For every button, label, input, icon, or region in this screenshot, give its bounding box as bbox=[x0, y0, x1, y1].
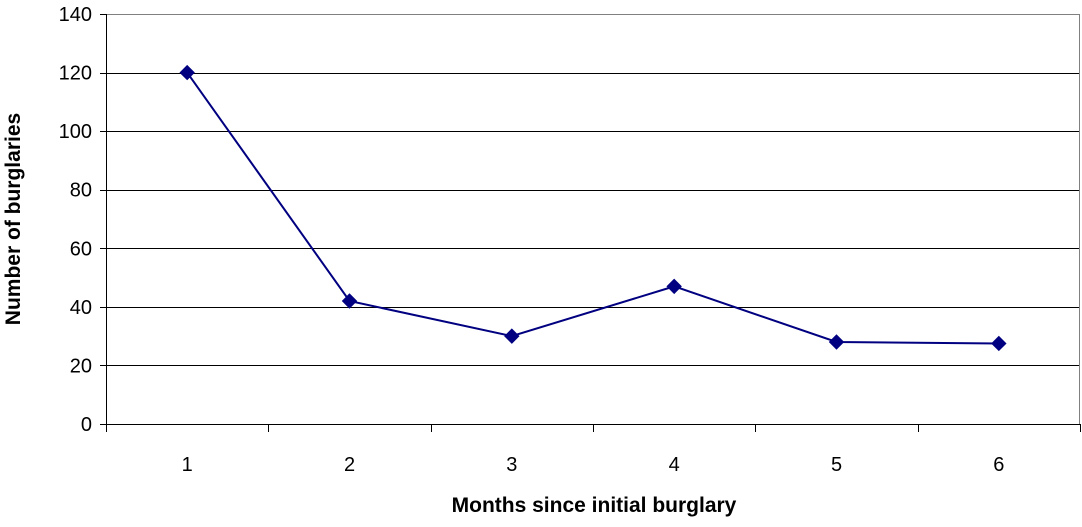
data-point-marker bbox=[179, 64, 195, 81]
x-tick-label: 6 bbox=[993, 454, 1004, 476]
y-tick-label: 20 bbox=[70, 355, 92, 377]
gridlines bbox=[106, 14, 1080, 366]
series-layer bbox=[179, 64, 1007, 352]
y-tick-label: 100 bbox=[59, 121, 92, 143]
series-line bbox=[186, 71, 999, 345]
y-tick-label: 120 bbox=[59, 63, 92, 85]
x-axis-ticks: 1 2 3 4 5 6 bbox=[106, 424, 1081, 476]
axes bbox=[106, 14, 1080, 425]
x-tick-label: 1 bbox=[182, 454, 193, 476]
x-tick-label: 3 bbox=[506, 454, 517, 476]
data-point-marker bbox=[666, 278, 682, 295]
y-tick-label: 0 bbox=[81, 414, 92, 436]
y-tick-label: 40 bbox=[70, 297, 92, 319]
data-point-marker bbox=[991, 335, 1007, 352]
data-point-marker bbox=[504, 328, 520, 344]
y-tick-label: 80 bbox=[70, 180, 92, 202]
x-axis-title: Months since initial burglary bbox=[452, 494, 737, 517]
data-point-marker bbox=[341, 293, 358, 309]
y-axis-ticks: 0 20 40 60 80 100 120 140 bbox=[59, 4, 106, 436]
data-point-marker bbox=[828, 334, 845, 350]
y-axis-title: Number of burglaries bbox=[2, 113, 25, 325]
y-tick-label: 140 bbox=[59, 4, 92, 26]
x-tick-label: 4 bbox=[669, 454, 680, 476]
y-tick-label: 60 bbox=[70, 238, 92, 260]
x-tick-label: 5 bbox=[831, 454, 842, 476]
x-tick-label: 2 bbox=[344, 454, 355, 476]
